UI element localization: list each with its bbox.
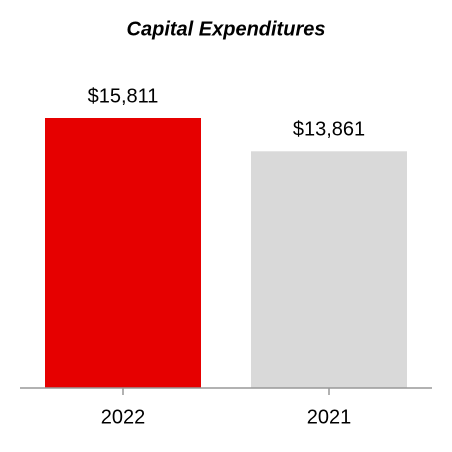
x-tick-label: 2021 (307, 406, 352, 428)
chart-title: Capital Expenditures (127, 18, 326, 40)
value-label: $15,811 (88, 85, 159, 107)
value-label: $13,861 (293, 119, 365, 141)
bar (45, 118, 201, 388)
bar (251, 151, 407, 388)
x-tick-label: 2022 (101, 406, 146, 428)
